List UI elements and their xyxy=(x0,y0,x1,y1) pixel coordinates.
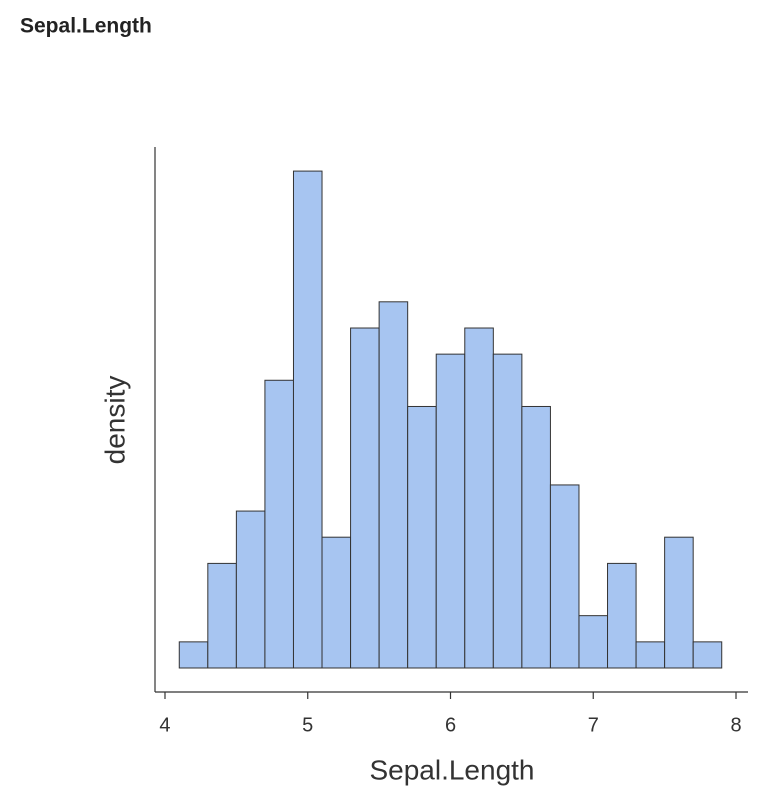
chart-title: Sepal.Length xyxy=(20,15,152,38)
bar xyxy=(549,484,580,669)
bar xyxy=(692,641,723,669)
x-axis-label: Sepal.Length xyxy=(369,754,534,785)
x-tick-label: 8 xyxy=(730,714,741,736)
bar xyxy=(321,536,352,669)
bar xyxy=(664,536,694,669)
x-tick-label: 7 xyxy=(588,714,599,736)
bar xyxy=(235,510,266,669)
bar xyxy=(464,327,494,669)
bar xyxy=(578,615,609,669)
x-tick-label: 6 xyxy=(445,714,456,736)
bar xyxy=(407,405,437,669)
bar xyxy=(378,301,409,669)
y-axis-label: density xyxy=(99,376,130,465)
bar xyxy=(350,327,380,669)
bar xyxy=(292,170,323,669)
x-tick-label: 5 xyxy=(302,714,313,736)
bar xyxy=(178,641,209,669)
bar xyxy=(607,562,637,669)
x-tick-label: 4 xyxy=(159,714,170,736)
bar xyxy=(635,641,666,669)
bar xyxy=(521,405,551,669)
bar xyxy=(492,353,523,669)
bar xyxy=(435,353,466,669)
bar xyxy=(207,562,237,669)
bar xyxy=(264,379,294,669)
